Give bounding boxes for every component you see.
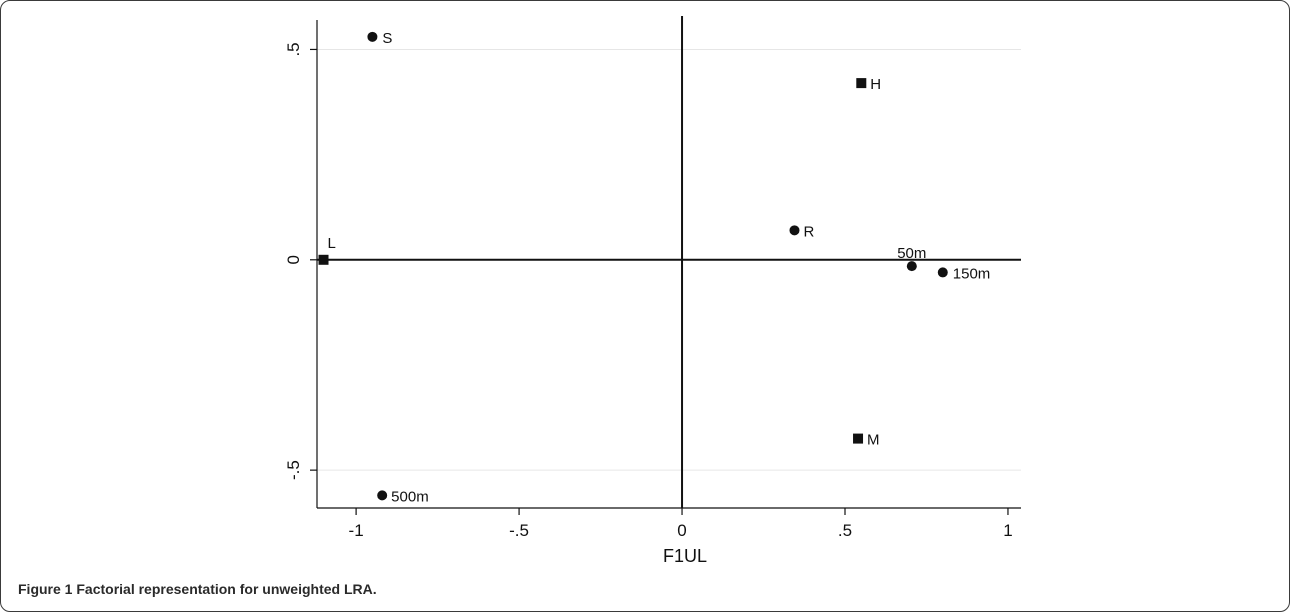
point-r bbox=[789, 225, 800, 236]
point-label-500m: 500m bbox=[391, 488, 429, 505]
point-label-h: H bbox=[870, 76, 881, 93]
y-tick-label: -.5 bbox=[284, 460, 303, 480]
point-50m bbox=[906, 261, 917, 272]
x-axis-title: F1UL bbox=[663, 546, 707, 566]
y-tick-label: .5 bbox=[284, 42, 303, 56]
point-label-r: R bbox=[803, 223, 814, 240]
y-tick-label: 0 bbox=[284, 255, 303, 264]
point-label-m: M bbox=[867, 432, 880, 449]
x-tick-label: -1 bbox=[349, 521, 364, 540]
point-s bbox=[367, 31, 378, 42]
x-tick-label: 1 bbox=[1003, 521, 1012, 540]
x-tick-label: 0 bbox=[677, 521, 686, 540]
x-tick-label: .5 bbox=[838, 521, 852, 540]
point-label-s: S bbox=[382, 30, 392, 47]
point-l bbox=[318, 254, 329, 265]
point-label-150m: 150m bbox=[953, 265, 991, 282]
point-500m bbox=[377, 490, 388, 501]
point-h bbox=[856, 78, 867, 89]
point-label-l: L bbox=[328, 235, 336, 252]
figure-caption: Figure 1 Factorial representation for un… bbox=[18, 581, 377, 597]
figure-caption-text: Factorial representation for unweighted … bbox=[76, 581, 377, 597]
point-150m bbox=[937, 267, 948, 278]
x-tick-label: -.5 bbox=[509, 521, 529, 540]
point-m bbox=[853, 433, 864, 444]
figure-label: Figure 1 bbox=[18, 581, 73, 597]
point-label-50m: 50m bbox=[897, 245, 926, 262]
